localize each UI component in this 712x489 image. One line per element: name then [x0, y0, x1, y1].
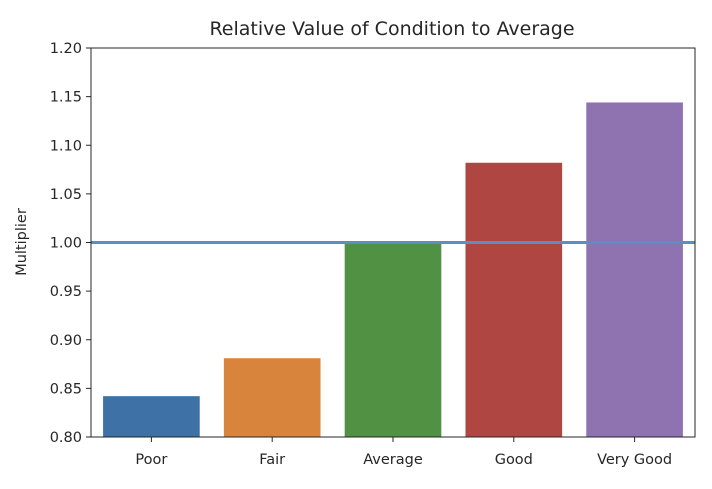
chart-title: Relative Value of Condition to Average [209, 18, 574, 40]
y-tick-label: 0.95 [50, 284, 82, 300]
x-tick-label: Average [363, 452, 423, 468]
y-tick-label: 0.85 [50, 381, 82, 397]
x-tick-label: Very Good [597, 452, 672, 468]
y-tick-label: 1.10 [50, 138, 82, 154]
bar-poor [103, 396, 200, 437]
y-ticks-layer: 0.80 0.85 0.90 0.95 1.00 1.05 1.10 1.15 1.20 [50, 41, 91, 446]
bar-good [465, 162, 563, 437]
x-tick-label: Poor [135, 452, 167, 468]
y-tick-label: 0.80 [50, 430, 82, 446]
y-tick-label: 1.00 [50, 236, 82, 252]
x-tick-label: Fair [259, 452, 285, 468]
bar-very-good [586, 102, 683, 438]
bars-layer [103, 102, 683, 438]
bar-average [344, 242, 442, 437]
y-tick-label: 1.05 [50, 187, 82, 203]
bar-fair [223, 358, 321, 437]
y-axis-label: Multiplier [14, 208, 30, 276]
y-tick-label: 1.15 [50, 90, 82, 106]
y-tick-label: 0.90 [50, 333, 82, 349]
x-tick-label: Good [495, 452, 533, 468]
y-tick-label: 1.20 [50, 41, 82, 57]
x-ticks-layer: Poor Fair Average Good Very Good [135, 437, 672, 468]
